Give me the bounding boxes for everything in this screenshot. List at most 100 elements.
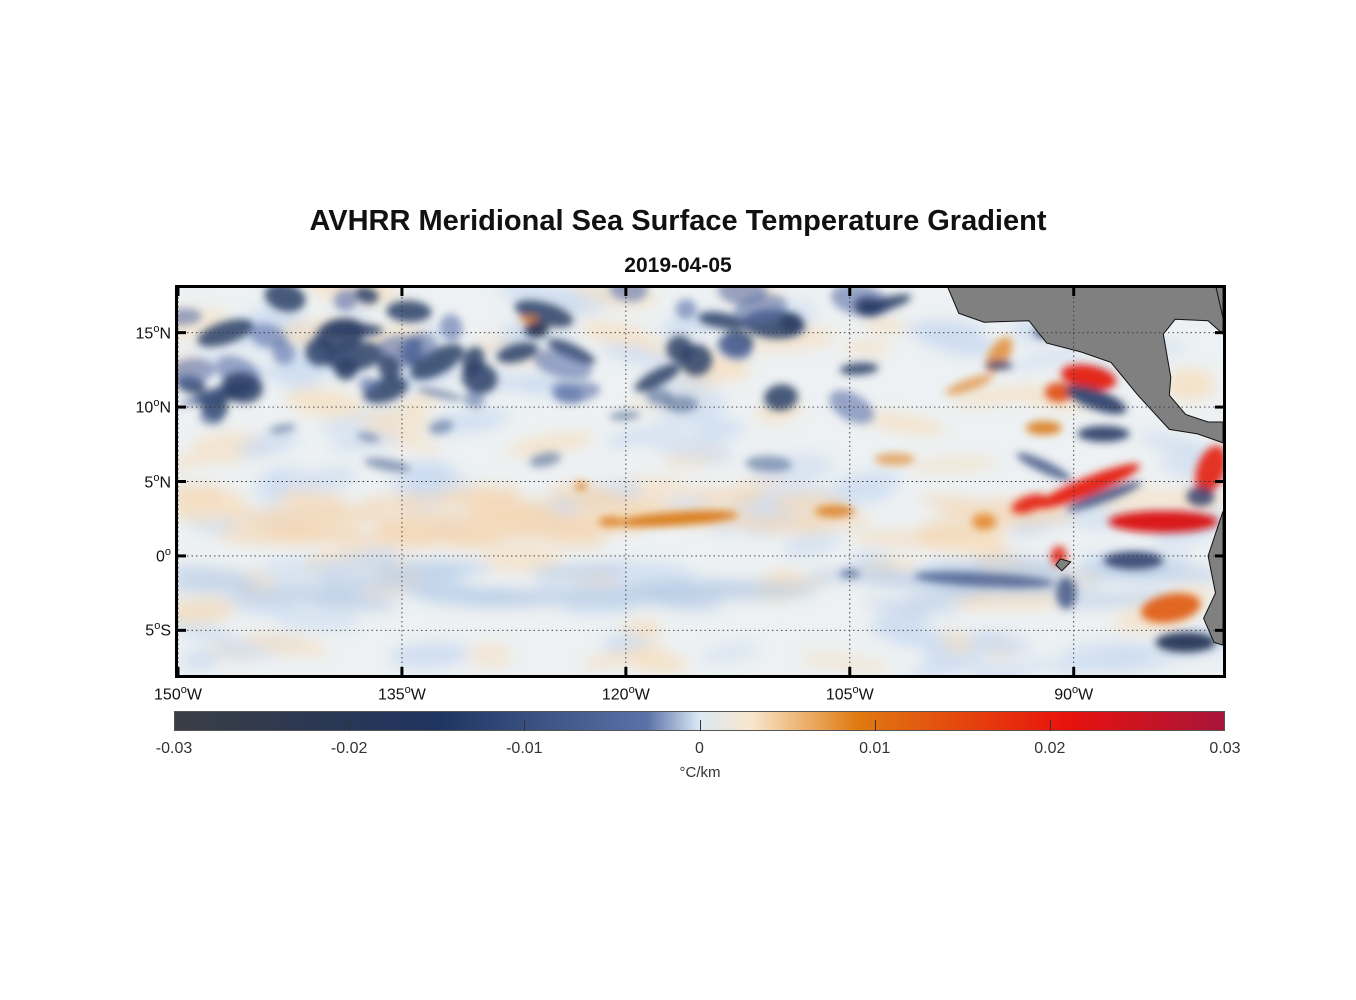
gradient-blob: [318, 577, 441, 592]
latitude-label: 0o: [155, 545, 171, 566]
gradient-blob: [783, 529, 840, 558]
latitude-label: 5oN: [144, 471, 171, 491]
gradient-blob: [496, 342, 538, 363]
gradient-blob: [650, 408, 727, 432]
gradient-blob: [374, 526, 439, 547]
equatorial-front: [575, 481, 588, 490]
gradient-blob: [404, 460, 451, 489]
gradient-blob: [354, 288, 379, 304]
colorbar-tick: [349, 720, 351, 731]
gradient-blob: [179, 391, 227, 407]
gradient-blob: [675, 299, 697, 320]
gradient-blob: [428, 419, 454, 435]
gradient-blob: [242, 632, 328, 657]
gradient-blob: [361, 407, 431, 436]
eastern-eddy: [1186, 486, 1215, 507]
gradient-blob: [389, 642, 469, 668]
gradient-blob: [378, 354, 402, 380]
gradient-blob: [690, 487, 765, 507]
gradient-blob: [1138, 433, 1211, 455]
colorbar-tick: [874, 720, 876, 731]
gradient-blob: [376, 335, 414, 357]
gradient-blob: [178, 483, 227, 504]
gradient-blob: [1062, 651, 1132, 674]
gradient-blob: [1165, 368, 1215, 401]
sst-gradient-map: [175, 285, 1226, 678]
gradient-blob: [461, 362, 498, 394]
equatorial-front: [814, 505, 855, 518]
gradient-blob: [534, 563, 630, 578]
gradient-blob: [716, 335, 752, 361]
eastern-eddy: [1065, 385, 1127, 415]
gradient-blob: [1009, 346, 1090, 371]
southern-front: [914, 571, 1055, 588]
gradient-blob: [571, 494, 666, 512]
longitude-label: 120oW: [601, 684, 650, 704]
gradient-blob: [417, 387, 464, 401]
longitude-label: 150oW: [154, 684, 202, 704]
strong-front: [518, 315, 539, 324]
gradient-blob: [249, 323, 287, 349]
gradient-blob: [910, 654, 985, 675]
gradient-blob: [606, 429, 654, 447]
strong-front: [1037, 463, 1140, 509]
gradient-blob: [609, 410, 640, 421]
gradient-blob: [529, 452, 561, 468]
colorbar-tick-label: -0.02: [330, 740, 368, 757]
gradient-blob: [308, 593, 399, 611]
gradient-blob: [857, 294, 912, 315]
gradient-blob: [954, 386, 1045, 406]
gradient-blob: [335, 358, 358, 381]
map-subtitle: 2019-04-05: [624, 254, 732, 277]
eastern-eddy: [524, 321, 549, 338]
gradient-blob: [643, 430, 734, 464]
strong-front: [945, 374, 993, 395]
eastern-eddy: [1077, 425, 1130, 442]
south-america-land: [1203, 511, 1223, 646]
gradient-blob: [221, 372, 264, 404]
colorbar-tick: [1049, 720, 1051, 731]
gradient-blob: [236, 431, 300, 457]
gradient-blob: [269, 423, 296, 434]
gradient-blob: [356, 432, 380, 442]
gradient-blob: [285, 388, 364, 418]
gradient-blob: [406, 333, 437, 358]
gradient-blob: [199, 408, 225, 426]
gradient-blob: [277, 489, 347, 509]
colorbar-tick-label: 0.01: [859, 740, 891, 757]
gradient-blob: [329, 434, 401, 450]
eastern-eddy: [1103, 551, 1164, 570]
gradient-blob: [418, 587, 548, 608]
strong-front: [972, 513, 997, 530]
gradient-blob: [664, 395, 699, 413]
latitude-label: 10oN: [135, 397, 171, 417]
colorbar-tick-label: -0.03: [155, 740, 193, 757]
longitude-label: 135oW: [377, 684, 426, 704]
gradient-blob: [1099, 644, 1179, 674]
eastern-eddy: [1056, 577, 1077, 610]
gradient-blob: [472, 507, 554, 525]
gradient-blob: [609, 288, 648, 302]
gradient-blob: [578, 594, 701, 606]
gradient-blob: [178, 597, 235, 624]
central-america-land: [947, 288, 1223, 444]
gradient-blob: [745, 455, 793, 472]
colorbar-tick-label: 0.03: [1209, 740, 1241, 757]
gradient-blob: [694, 419, 745, 441]
gradient-blob: [304, 467, 356, 492]
gradient-blob: [370, 560, 493, 577]
strong-front: [1044, 382, 1073, 403]
gradient-blob: [827, 471, 901, 506]
eastern-eddy: [985, 360, 1014, 371]
gradient-blob: [467, 642, 513, 669]
gradient-blob: [547, 339, 596, 365]
gradient-blob: [717, 288, 767, 305]
gradient-blob: [178, 456, 206, 469]
eastern-eddy: [1016, 452, 1072, 481]
galapagos-land: [1055, 558, 1072, 572]
gradient-blob: [652, 372, 717, 398]
gradient-blob: [849, 531, 968, 546]
strong-front: [1011, 494, 1047, 514]
gradient-blob: [441, 528, 507, 550]
gradient-blob: [264, 288, 306, 312]
